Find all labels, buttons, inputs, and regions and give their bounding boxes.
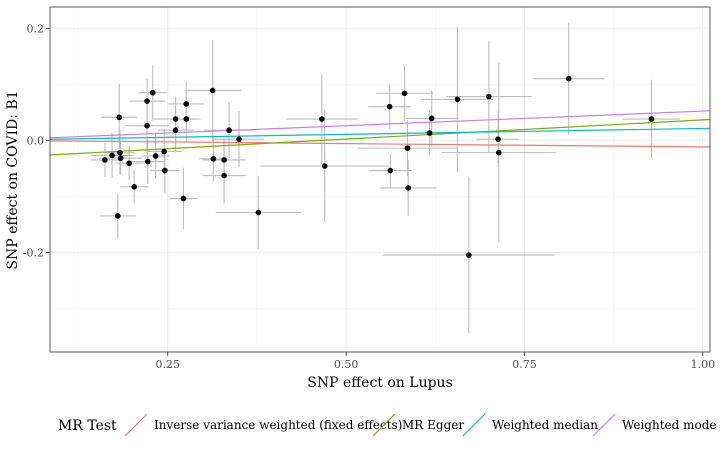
data-point	[183, 101, 190, 107]
y-tick-label: 0.0	[27, 134, 45, 147]
data-point	[236, 136, 242, 142]
data-point	[648, 116, 655, 122]
data-point	[172, 127, 179, 134]
grid-layer	[50, 7, 710, 352]
data-point	[495, 136, 501, 142]
data-point	[426, 130, 433, 136]
data-point	[116, 114, 123, 121]
legend-title: MR Test	[58, 418, 117, 434]
data-points	[102, 75, 655, 258]
data-point	[183, 116, 190, 122]
legend-label: MR Egger	[402, 418, 464, 432]
data-point	[565, 75, 572, 82]
regression-lines	[49, 110, 711, 156]
x-tick-label: 1.00	[691, 358, 716, 371]
data-point	[428, 115, 435, 122]
x-tick-label: 0.25	[155, 358, 180, 371]
legend-key	[124, 413, 148, 437]
data-point	[117, 155, 124, 162]
data-point	[152, 153, 159, 159]
data-point	[255, 209, 262, 216]
y-tick-label: -0.2	[23, 246, 44, 259]
y-tick-label: 0.2	[27, 22, 45, 35]
y-axis-title: SNP effect on COVID: B1	[5, 90, 21, 269]
data-point	[486, 93, 492, 100]
data-point	[126, 160, 132, 167]
data-point	[454, 96, 461, 103]
data-point	[144, 98, 150, 104]
data-point	[162, 167, 168, 174]
data-point	[210, 155, 217, 162]
axes: 0.25 0.50 0.75 1.00 -0.2 0.0 0.2	[23, 22, 715, 371]
data-point	[172, 116, 179, 122]
x-axis-title: SNP effect on Lupus	[307, 375, 453, 391]
data-point	[226, 127, 232, 134]
data-point	[144, 158, 151, 165]
data-point	[321, 163, 328, 169]
data-point	[221, 157, 227, 163]
data-point	[404, 145, 411, 151]
legend-label: Weighted mode	[622, 418, 717, 432]
data-point	[161, 148, 167, 155]
data-point	[386, 103, 393, 110]
legend-label: Weighted median	[492, 418, 598, 432]
mr-line	[49, 127, 711, 140]
data-point	[109, 152, 115, 159]
data-point	[466, 252, 472, 258]
data-point	[209, 87, 216, 94]
data-point	[221, 172, 227, 179]
panel-background	[50, 7, 710, 352]
data-point	[117, 149, 123, 156]
panel-border	[49, 6, 711, 353]
data-point	[496, 149, 502, 156]
data-point	[114, 213, 121, 219]
data-point	[102, 157, 108, 163]
data-point	[319, 116, 325, 122]
x-tick-label: 0.75	[512, 358, 537, 371]
data-point	[405, 185, 411, 191]
legend-key	[462, 413, 486, 437]
legend-key	[592, 413, 616, 437]
data-point	[180, 195, 187, 202]
data-point	[144, 122, 150, 129]
mr-line	[49, 110, 711, 139]
mr-line	[49, 118, 711, 156]
legend-label: Inverse variance weighted (fixed effects…	[154, 418, 402, 432]
data-point	[131, 183, 137, 190]
x-tick-label: 0.50	[334, 358, 359, 371]
mr-line	[49, 140, 711, 148]
data-point	[387, 167, 394, 174]
legend: MR Test Inverse variance weighted (fixed…	[58, 413, 717, 437]
data-point	[149, 89, 156, 96]
data-point	[401, 90, 408, 97]
legend-key	[372, 413, 396, 437]
